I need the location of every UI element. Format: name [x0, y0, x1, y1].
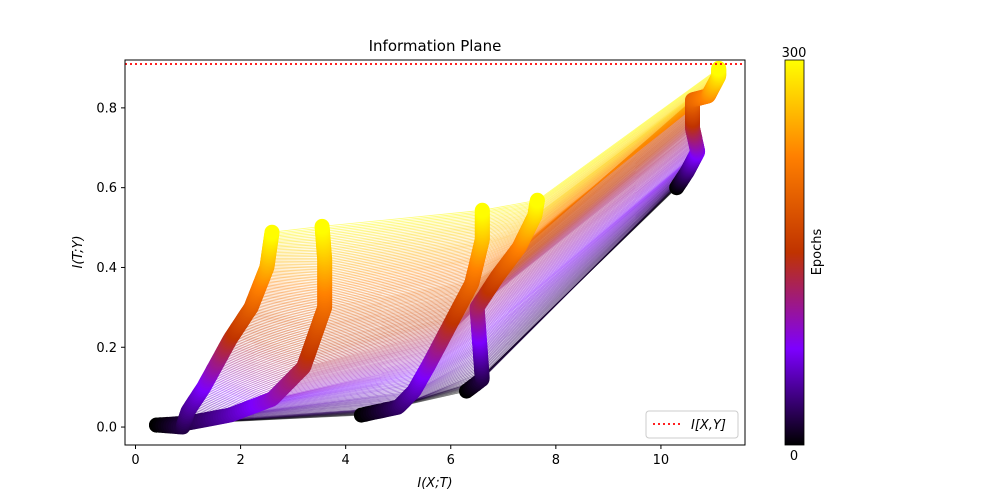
epoch-marker: [711, 60, 727, 76]
epoch-marker: [474, 202, 490, 218]
series-layer: [149, 60, 727, 435]
legend-label: I[X,Y]: [691, 418, 726, 433]
epoch-marker: [264, 224, 280, 240]
x-tick-label: 2: [236, 453, 244, 468]
y-axis-ticks: 0.0 0.2 0.4 0.6 0.8: [96, 101, 125, 436]
y-tick-label: 0.6: [96, 181, 117, 196]
colorbar-min-label: 0: [790, 449, 798, 464]
x-tick-label: 4: [342, 453, 350, 468]
epoch-marker: [314, 218, 330, 234]
y-tick-label: 0.0: [96, 421, 117, 436]
colorbar-gradient: [784, 59, 805, 446]
x-tick-label: 0: [131, 453, 139, 468]
plot-frame: [124, 59, 746, 446]
x-tick-label: 6: [447, 453, 455, 468]
epoch-marker: [529, 192, 545, 208]
x-tick-label: 8: [552, 453, 560, 468]
y-axis-label: I(T;Y): [71, 235, 86, 268]
x-tick-label: 10: [653, 453, 670, 468]
chart-title: Information Plane: [369, 37, 502, 55]
y-tick-label: 0.8: [96, 101, 117, 116]
colorbar-label: Epochs: [810, 228, 825, 275]
colorbar: 300 0 Epochs: [782, 46, 825, 464]
y-tick-label: 0.2: [96, 341, 117, 356]
colorbar-max-label: 300: [782, 46, 807, 61]
y-tick-label: 0.4: [96, 261, 117, 276]
legend-box: [645, 410, 739, 439]
x-axis-ticks: 0 2 4 6 8 10: [131, 445, 669, 468]
x-axis-label: I(X;T): [417, 476, 452, 491]
legend: I[X,Y]: [645, 410, 739, 439]
